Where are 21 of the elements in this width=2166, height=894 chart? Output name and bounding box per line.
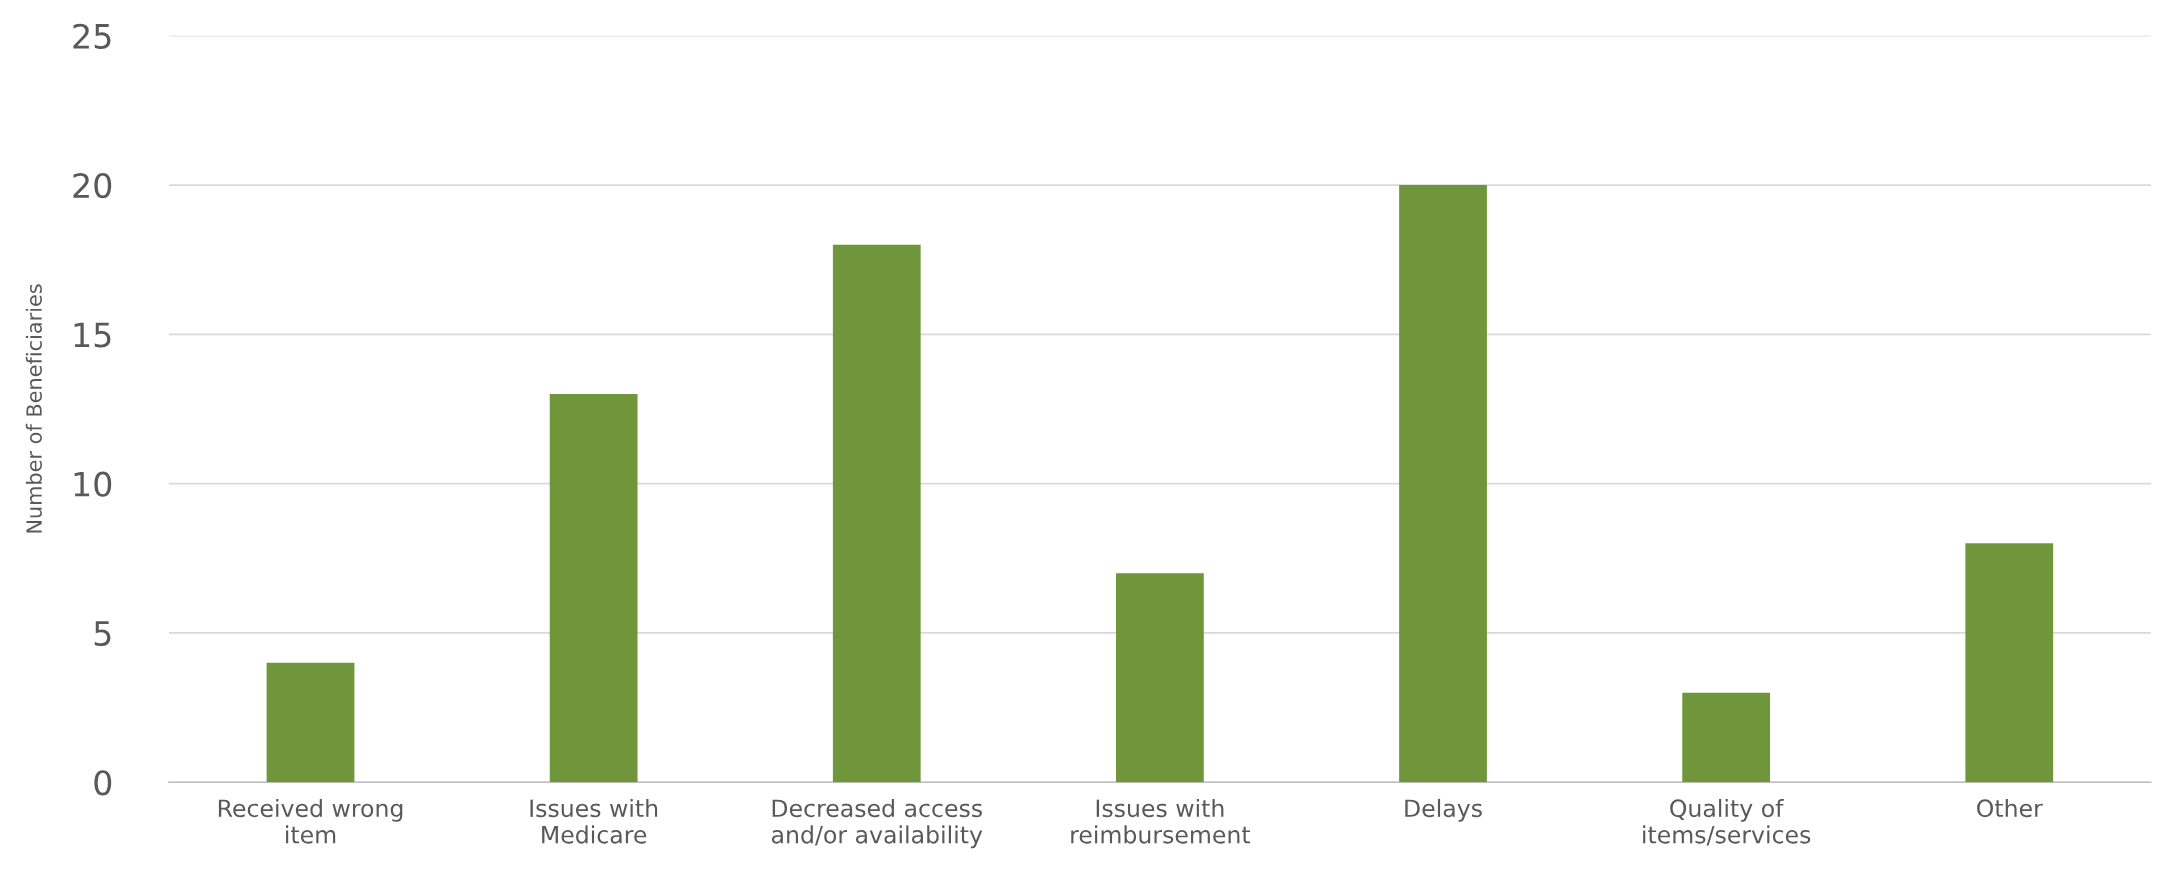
x-tick-label: Issues with Medicare (530, 798, 658, 844)
x-tick-label: Received wrong item (218, 798, 403, 844)
bar (549, 394, 638, 783)
bar (1116, 573, 1204, 783)
x-tick-label: Quality of items/services (1643, 798, 1811, 846)
bar (1399, 185, 1487, 783)
bar (832, 244, 921, 783)
y-tick-label: 25 (73, 23, 111, 49)
x-tick-label: Other (1977, 798, 2043, 818)
y-tick-label: 10 (74, 471, 112, 497)
y-axis-title: Number of Beneficiaries (25, 284, 42, 533)
x-tick-label: Issues with reimbursement (1071, 798, 1251, 844)
x-tick-label: Decreased access and/or availability (771, 798, 983, 849)
y-tick-label: 0 (94, 770, 112, 796)
bar (266, 662, 355, 783)
bar (1682, 692, 1771, 783)
y-tick-label: 20 (73, 172, 112, 199)
y-tick-label: 5 (94, 621, 111, 647)
x-tick-label: Delays (1405, 798, 1482, 822)
bar (1965, 543, 2054, 783)
y-tick-label: 15 (74, 322, 111, 348)
